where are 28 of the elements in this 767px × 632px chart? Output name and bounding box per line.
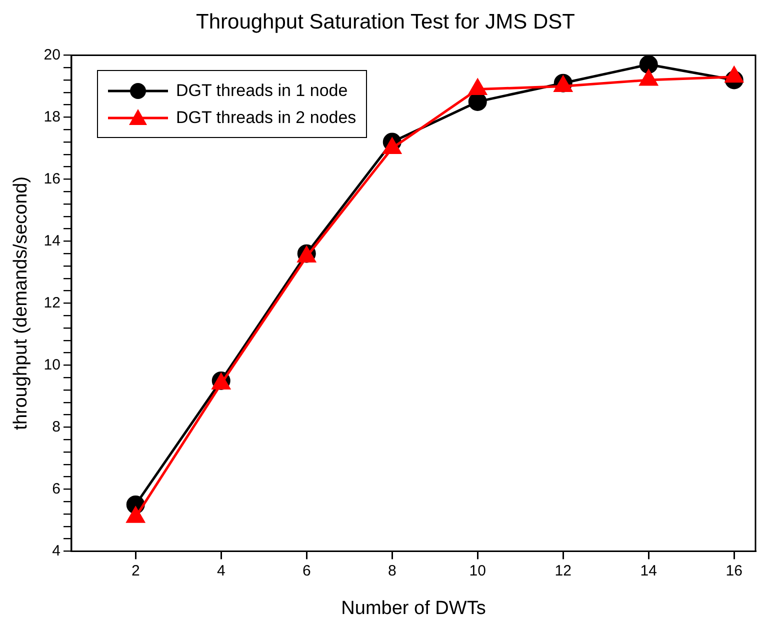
x-axis-title: Number of DWTs bbox=[341, 598, 486, 619]
point bbox=[468, 79, 487, 96]
y-tick-label: 12 bbox=[44, 294, 60, 312]
x-tick-label: 8 bbox=[388, 562, 396, 580]
point bbox=[640, 70, 658, 86]
chart-title: Throughput Saturation Test for JMS DST bbox=[196, 10, 576, 34]
point bbox=[383, 138, 402, 154]
x-tick-label: 16 bbox=[726, 562, 742, 580]
point bbox=[126, 506, 145, 523]
y-tick-label: 20 bbox=[44, 46, 60, 64]
y-tick-label: 14 bbox=[44, 232, 60, 250]
x-tick-label: 12 bbox=[554, 562, 572, 580]
y-tick-label: 10 bbox=[44, 356, 60, 374]
x-tick-label: 4 bbox=[216, 562, 226, 580]
y-tick-label: 8 bbox=[52, 418, 60, 436]
y-tick-label: 18 bbox=[44, 108, 60, 126]
x-tick-label: 2 bbox=[131, 562, 140, 580]
x-tick-label: 10 bbox=[469, 562, 486, 580]
point bbox=[725, 66, 744, 83]
y-tick-label: 4 bbox=[52, 542, 60, 560]
x-tick-label: 6 bbox=[302, 562, 311, 580]
y-axis-title: throughput (demands/second) bbox=[10, 176, 32, 430]
y-tick-label: 16 bbox=[44, 170, 60, 188]
legend-label: DGT threads in 2 nodes bbox=[176, 108, 356, 128]
legend-label: DGT threads in 1 node bbox=[176, 80, 348, 100]
point bbox=[639, 55, 658, 74]
y-tick-label: 6 bbox=[52, 480, 60, 498]
x-tick-label: 14 bbox=[640, 562, 657, 580]
